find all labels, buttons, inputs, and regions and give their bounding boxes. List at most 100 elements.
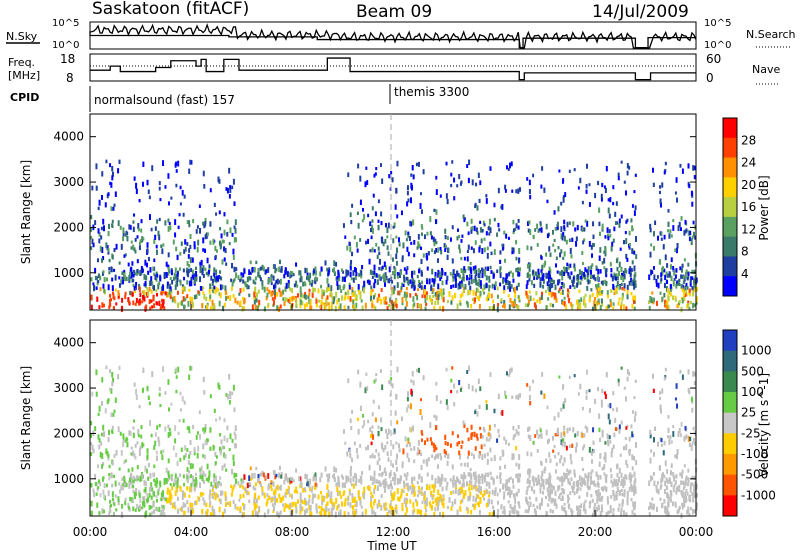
velocity-cell [145,481,148,487]
power-cell [419,203,422,210]
velocity-cell [135,394,138,401]
power-cell [667,287,670,294]
velocity-cell [223,435,226,442]
power-cell [278,289,281,293]
velocity-cell [275,473,278,478]
velocity-cell [343,482,346,489]
velocity-cell [112,412,115,417]
nsky-label: N.Sky [6,30,38,43]
power-cell [395,260,398,266]
velocity-cell [691,407,694,413]
power-cell [598,286,601,291]
power-cell [557,279,560,286]
power-cell [483,247,486,253]
power-cell [360,274,363,279]
velocity-cell [208,470,211,475]
power-cell [470,246,473,250]
power-cell [247,285,250,290]
velocity-cell [611,481,614,488]
power-cell [132,283,135,288]
velocity-cell [146,498,149,503]
power-cell [159,198,162,202]
velocity-cell [282,503,285,507]
power-cell [563,266,566,270]
velocity-cell [365,372,368,376]
power-cell [600,298,603,304]
power-cell [400,288,403,293]
velocity-cell [386,511,389,517]
power-cell [528,278,531,282]
velocity-cell [420,491,423,496]
power-cell [601,223,604,230]
velocity-cell [528,473,531,478]
velocity-cell [501,510,504,514]
velocity-cell [400,416,403,422]
velocity-cell [488,424,491,431]
power-cell [163,272,166,278]
velocity-cell [529,468,532,474]
power-cell [609,299,612,303]
power-cell [280,268,283,273]
velocity-cell [318,505,321,509]
power-cell [633,285,636,290]
power-cell [272,275,275,281]
power-cell [230,286,233,291]
power-cell [134,302,137,306]
velocity-cell [380,505,383,511]
power-cell [634,173,637,177]
power-cell [330,301,333,308]
power-cell [324,260,327,266]
velocity-cell [662,450,665,456]
power-cell [298,270,301,276]
power-cell [573,267,576,272]
velocity-cell [449,478,452,482]
velocity-cell [617,507,620,512]
velocity-cell [265,502,268,507]
power-cell [393,285,396,291]
power-cell [685,269,688,275]
velocity-cell [160,450,163,455]
power-cell [361,305,364,311]
velocity-cell [107,436,110,443]
power-cell [242,287,245,292]
power-cell [217,277,220,282]
power-cell [687,300,690,306]
velocity-cell [524,509,527,513]
colorbar-swatch [723,137,737,159]
power-cell [516,304,519,309]
power-cell [375,167,378,171]
power-cell [462,276,465,282]
power-cell [425,302,428,307]
power-cell [489,241,492,247]
velocity-cell [366,386,369,392]
velocity-cell [672,486,675,493]
power-cell [187,268,190,274]
power-cell [325,297,328,303]
velocity-cell [308,504,311,511]
velocity-cell [557,412,560,418]
velocity-cell [320,490,323,495]
velocity-cell [424,499,427,505]
velocity-cell [391,477,394,482]
power-cell [460,283,463,288]
velocity-cell [360,480,363,485]
power-cell [158,281,161,286]
nave-tick-low: 0 [706,71,714,85]
power-cell [515,189,518,194]
velocity-cell [291,477,294,482]
velocity-cell [320,510,323,517]
velocity-cell [267,508,270,513]
power-cell [302,281,305,287]
power-cell [592,234,595,239]
velocity-cell [378,503,381,507]
velocity-cell [204,454,207,460]
velocity-cell [551,489,554,494]
power-cell [693,165,696,171]
velocity-cell [347,511,350,515]
power-cell [341,276,344,282]
velocity-cell [384,478,387,484]
power-cell [408,235,411,241]
velocity-cell [693,509,696,514]
velocity-cell [527,505,530,512]
power-cell [509,162,512,169]
